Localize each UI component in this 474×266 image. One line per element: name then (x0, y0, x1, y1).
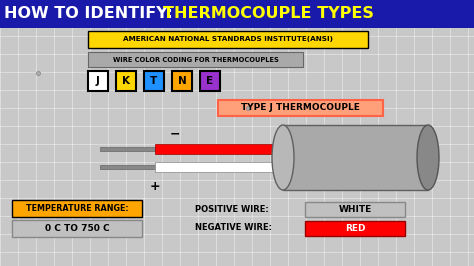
Text: N: N (178, 76, 186, 86)
Ellipse shape (272, 125, 294, 190)
Bar (305, 202, 405, 217)
Bar (305, 221, 405, 236)
Bar (283, 125, 428, 190)
Text: 0 C TO 750 C: 0 C TO 750 C (45, 224, 109, 233)
Ellipse shape (417, 125, 439, 190)
Bar (155, 161, 282, 172)
Bar (100, 147, 155, 151)
Text: TEMPERATURE RANGE:: TEMPERATURE RANGE: (26, 204, 128, 213)
Text: +: + (150, 180, 160, 193)
Text: POSITIVE WIRE:: POSITIVE WIRE: (195, 205, 269, 214)
Bar (200, 71, 220, 91)
Text: E: E (207, 76, 214, 86)
Bar (0, 0, 474, 28)
Bar (116, 71, 136, 91)
Text: TYPE J THERMOCOUPLE: TYPE J THERMOCOUPLE (241, 103, 360, 113)
Text: J: J (96, 76, 100, 86)
Bar (88, 52, 303, 67)
Bar (172, 71, 192, 91)
Bar (144, 71, 164, 91)
Text: RED: RED (345, 224, 365, 233)
Bar (88, 31, 368, 48)
Bar (88, 71, 108, 91)
Text: HOW TO IDENTIFY:: HOW TO IDENTIFY: (4, 6, 173, 22)
Bar (12, 220, 142, 237)
Bar (155, 143, 282, 153)
Bar (218, 100, 383, 116)
Text: WIRE COLOR CODING FOR THERMOCOUPLES: WIRE COLOR CODING FOR THERMOCOUPLES (113, 56, 278, 63)
Text: THERMOCOUPLE TYPES: THERMOCOUPLE TYPES (163, 6, 374, 22)
Text: T: T (150, 76, 158, 86)
Text: AMERICAN NATIONAL STANDRADS INSTITUTE(ANSI): AMERICAN NATIONAL STANDRADS INSTITUTE(AN… (123, 36, 333, 43)
Text: NEGATIVE WIRE:: NEGATIVE WIRE: (195, 223, 272, 232)
Text: K: K (122, 76, 130, 86)
Bar (12, 200, 142, 217)
Text: −: − (170, 127, 180, 140)
Bar (100, 164, 155, 168)
Text: WHITE: WHITE (338, 205, 372, 214)
